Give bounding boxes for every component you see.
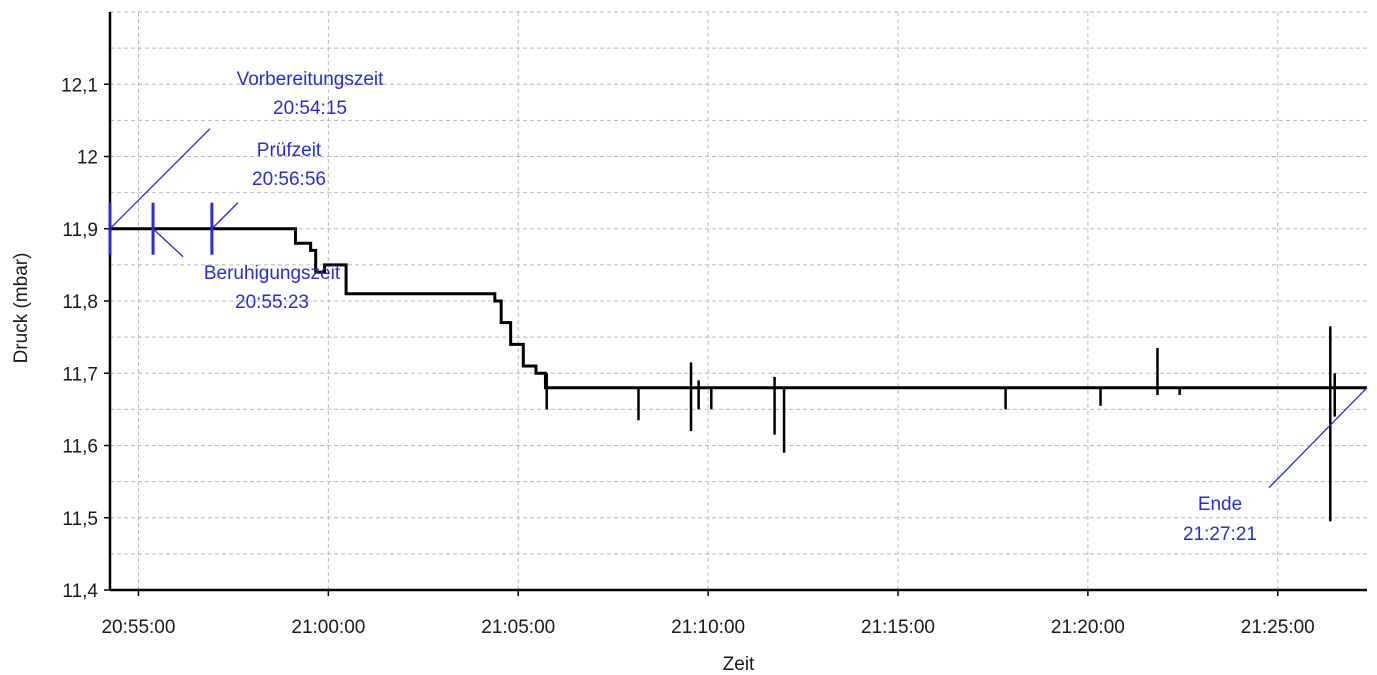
- annotations: Vorbereitungszeit 20:54:15 Beruhigungszeit…: [108, 69, 1368, 545]
- y-tick-label: 11,9: [62, 220, 98, 241]
- series-layer: [110, 227, 1367, 522]
- label-beruhigungszeit-time: 20:55:23: [235, 292, 309, 313]
- x-tick-label: 21:10:00: [671, 617, 745, 638]
- label-vorbereitungszeit-time: 20:54:15: [273, 98, 347, 119]
- label-vorbereitungszeit-name: Vorbereitungszeit: [237, 69, 385, 90]
- tick-labels: 11,4 11,5 11,6 11,7 11,8 11,9 12 12,1 20:55:00 21…: [61, 75, 1315, 638]
- grid: [110, 11, 1367, 590]
- x-tick-label: 20:55:00: [101, 617, 175, 638]
- x-tick-label: 21:20:00: [1051, 617, 1125, 638]
- leader-pruefzeit: [211, 202, 239, 230]
- x-axis-title: Zeit: [723, 654, 755, 675]
- label-ende-name: Ende: [1198, 494, 1242, 515]
- pressure-series-line: [110, 227, 1367, 390]
- x-tick-label: 21:15:00: [861, 617, 935, 638]
- axes: [108, 12, 1367, 592]
- y-axis-title: Druck (mbar): [11, 253, 32, 364]
- x-tick-label: 21:25:00: [1241, 617, 1315, 638]
- leader-beruhigungszeit: [152, 228, 184, 258]
- x-tick-label: 21:00:00: [291, 617, 365, 638]
- y-tick-label: 11,6: [62, 437, 98, 458]
- label-beruhigungszeit-name: Beruhigungszeit: [204, 263, 341, 284]
- y-tick-label: 12,1: [61, 75, 98, 96]
- leader-vorbereitungszeit: [109, 128, 211, 230]
- label-ende-time: 21:27:21: [1183, 524, 1257, 545]
- y-tick-label: 11,4: [62, 581, 98, 602]
- x-tick-label: 21:05:00: [481, 617, 555, 638]
- y-tick-label: 11,7: [62, 364, 98, 385]
- y-tick-label: 11,5: [62, 509, 98, 530]
- label-pruefzeit-name: Prüfzeit: [257, 140, 322, 161]
- leader-ende: [1268, 387, 1368, 489]
- y-tick-label: 11,8: [62, 292, 98, 313]
- y-tick-label: 12: [77, 148, 98, 169]
- label-pruefzeit-time: 20:56:56: [252, 169, 326, 190]
